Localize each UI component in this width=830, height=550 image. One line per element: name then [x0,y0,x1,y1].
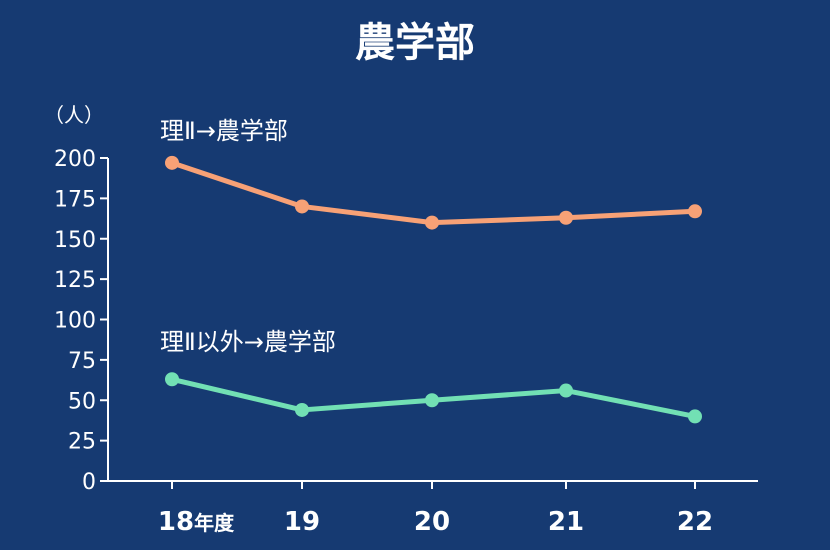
y-tick-label: 150 [54,228,96,253]
data-point [425,393,439,408]
x-tick-label: 22 [677,507,713,537]
x-tick-label: 18年度 [158,507,235,537]
y-tick-label: 50 [68,389,96,414]
series-group [165,155,702,424]
x-tick-suffix: 年度 [194,511,235,535]
x-tick-value: 22 [677,507,713,537]
y-tick-label: 0 [82,470,96,495]
y-tick-label: 175 [54,187,96,212]
x-tick-value: 20 [414,507,450,537]
data-point [165,155,179,170]
y-axis-unit-label: （人） [44,103,104,127]
data-point [688,204,702,219]
x-tick-value: 21 [548,507,584,537]
y-tick-label: 200 [54,147,96,172]
data-point [295,199,309,214]
data-point [559,210,573,225]
x-tick-label: 20 [414,507,450,537]
x-axis-ticks: 18年度 19 20 21 22 [158,481,713,537]
data-point [559,383,573,398]
series-label-rii-to-agriculture: 理Ⅱ→農学部 [160,117,288,145]
chart-title: 農学部 [355,20,475,66]
y-tick-label: 100 [54,309,96,334]
x-tick-label: 19 [284,507,320,537]
data-point [688,409,702,424]
y-tick-label: 75 [68,349,96,374]
y-tick-label: 125 [54,268,96,293]
x-tick-value: 18 [158,507,194,537]
series-label-other-to-agriculture: 理Ⅱ以外→農学部 [160,328,336,356]
x-tick-value: 19 [284,507,320,537]
y-axis-ticks: 200 175 150 125 100 75 50 25 0 [54,147,108,495]
y-tick-label: 25 [68,430,96,455]
x-tick-label: 21 [548,507,584,537]
data-point [425,215,439,230]
data-point [295,402,309,417]
series-line-0 [169,160,698,226]
data-point [165,372,179,387]
